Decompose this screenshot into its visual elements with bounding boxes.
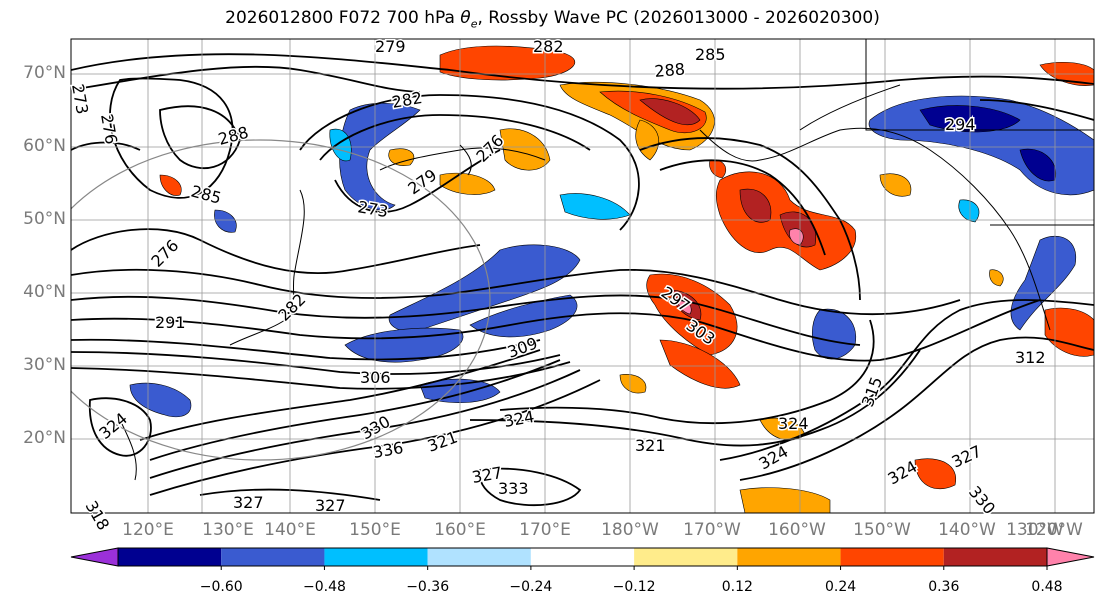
colorbar-tick-label: 0.24 [825, 579, 856, 595]
contour-label: 282 [390, 88, 423, 112]
colorbar-tick-label: 0.36 [928, 579, 959, 595]
lon-label: 120°W [1025, 520, 1083, 540]
colorbar-segment [221, 548, 325, 566]
title-prefix: 2026012800 F072 700 hPa [225, 8, 461, 28]
colorbar-tick-label: −0.60 [200, 579, 243, 595]
lon-label: 150°E [349, 520, 401, 540]
contour-label: 327 [233, 493, 264, 512]
lon-label: 140°E [264, 520, 316, 540]
coastlines [119, 39, 1094, 481]
colorbar-tick-label: 0.12 [722, 579, 753, 595]
colorbar-extend-high [1046, 547, 1095, 567]
lon-label: 130°W [1006, 520, 1064, 540]
title-suffix: , Rossby Wave PC (2026013000 - 202602030… [477, 8, 880, 28]
colorbar-frame [117, 547, 1048, 567]
colorbar-segment [324, 548, 428, 566]
contour-label: 294 [945, 115, 976, 134]
contour-label: 288 [654, 59, 686, 81]
lon-label: 170°E [519, 520, 571, 540]
colorbar-segment [427, 548, 531, 566]
colorbar-tick-label: −0.36 [406, 579, 449, 595]
contour-label: 285 [695, 45, 726, 64]
colorbar-tick-label: −0.12 [613, 579, 656, 595]
lat-label: 40°N [23, 282, 66, 302]
contour-label: 333 [498, 479, 529, 498]
colorbar-segment [943, 548, 1047, 566]
contour-label: 279 [375, 37, 406, 56]
colorbar-segment [840, 548, 944, 566]
colorbar: −0.60 −0.48 −0.36 −0.24 −0.12 0.12 0.24 0.36 0.4… [70, 547, 1095, 595]
colorbar-extend-low [70, 547, 119, 567]
lon-label: 170°W [683, 520, 741, 540]
contour-label: 327 [315, 496, 346, 515]
colorbar-segment [530, 548, 635, 566]
lon-label: 180°W [601, 520, 659, 540]
lon-label: 160°W [768, 520, 826, 540]
colorbar-tick-label: 0.48 [1031, 579, 1062, 595]
lat-label: 60°N [23, 136, 66, 156]
colorbar-tick-label: −0.24 [509, 579, 552, 595]
lon-label: 150°W [853, 520, 911, 540]
colorbar-segment [634, 548, 738, 566]
lon-label: 140°W [938, 520, 996, 540]
anomaly-shading [129, 45, 1094, 513]
colorbar-segment [737, 548, 841, 566]
ensemble-circle [71, 139, 491, 461]
colorbar-segment [118, 548, 222, 566]
lat-label: 70°N [23, 63, 66, 83]
contour-label: 321 [635, 436, 666, 455]
title-symbol: θ [460, 8, 471, 28]
contour-label: 306 [360, 368, 391, 387]
map-frame [70, 38, 1095, 514]
theta-e-contours [71, 53, 1094, 507]
colorbar-tick-label: −0.48 [303, 579, 346, 595]
contour-label: 324 [778, 414, 809, 433]
contour-label: 282 [533, 37, 564, 56]
title-subscript: e [470, 17, 478, 31]
lon-label: 130°E [202, 520, 254, 540]
lat-label: 20°N [23, 428, 66, 448]
lon-label: 120°E [122, 520, 174, 540]
map-plot-area [71, 39, 1094, 513]
lat-label: 50°N [23, 209, 66, 229]
lon-label: 160°E [434, 520, 486, 540]
graticule [71, 39, 1094, 513]
contour-label: 312 [1015, 348, 1046, 367]
lat-label: 30°N [23, 355, 66, 375]
map-title: 2026012800 F072 700 hPa θe, Rossby Wave … [0, 8, 1105, 30]
contour-label: 291 [155, 313, 186, 332]
